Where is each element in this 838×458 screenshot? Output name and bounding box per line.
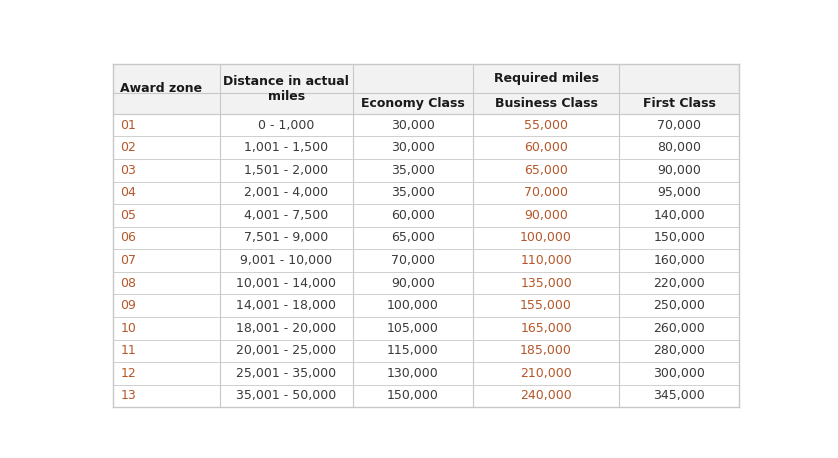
Text: 260,000: 260,000	[654, 322, 705, 335]
Bar	[353, 93, 473, 114]
Text: 20,001 - 25,000: 20,001 - 25,000	[236, 344, 336, 357]
Bar	[112, 114, 739, 136]
Text: 65,000: 65,000	[524, 164, 568, 177]
Text: 90,000: 90,000	[657, 164, 701, 177]
Text: 06: 06	[121, 231, 137, 245]
Text: 1,001 - 1,500: 1,001 - 1,500	[244, 141, 328, 154]
Text: 02: 02	[121, 141, 137, 154]
Text: 240,000: 240,000	[520, 389, 572, 403]
Bar	[112, 317, 739, 339]
Bar	[112, 204, 739, 227]
Text: 60,000: 60,000	[391, 209, 435, 222]
Bar	[353, 64, 739, 93]
Text: 160,000: 160,000	[654, 254, 705, 267]
Text: First Class: First Class	[643, 97, 716, 110]
Text: 13: 13	[121, 389, 136, 403]
Bar	[112, 181, 739, 204]
Text: Distance in actual
miles: Distance in actual miles	[224, 75, 349, 103]
Text: 2,001 - 4,000: 2,001 - 4,000	[244, 186, 328, 199]
Bar	[112, 136, 739, 159]
Bar	[112, 159, 739, 181]
Text: 155,000: 155,000	[520, 299, 572, 312]
Text: 30,000: 30,000	[391, 141, 435, 154]
Text: 185,000: 185,000	[520, 344, 572, 357]
Bar	[473, 93, 619, 114]
Text: 05: 05	[121, 209, 137, 222]
Text: 90,000: 90,000	[391, 277, 435, 289]
Bar	[112, 227, 739, 249]
Text: 35,001 - 50,000: 35,001 - 50,000	[236, 389, 336, 403]
Text: 55,000: 55,000	[524, 119, 568, 131]
Text: 12: 12	[121, 367, 136, 380]
Text: 65,000: 65,000	[391, 231, 435, 245]
Text: 07: 07	[121, 254, 137, 267]
Text: 35,000: 35,000	[391, 186, 435, 199]
Text: 1,501 - 2,000: 1,501 - 2,000	[244, 164, 328, 177]
Text: 60,000: 60,000	[524, 141, 568, 154]
Text: 250,000: 250,000	[654, 299, 705, 312]
Text: 300,000: 300,000	[654, 367, 705, 380]
Text: 14,001 - 18,000: 14,001 - 18,000	[236, 299, 336, 312]
Bar	[112, 362, 739, 385]
Text: 150,000: 150,000	[387, 389, 439, 403]
Text: Required miles: Required miles	[494, 72, 598, 85]
Text: 08: 08	[121, 277, 137, 289]
Bar	[112, 294, 739, 317]
Text: 100,000: 100,000	[387, 299, 439, 312]
Text: 01: 01	[121, 119, 137, 131]
Text: 0 - 1,000: 0 - 1,000	[258, 119, 314, 131]
Text: 100,000: 100,000	[520, 231, 572, 245]
Text: 25,001 - 35,000: 25,001 - 35,000	[236, 367, 336, 380]
Bar	[112, 249, 739, 272]
Text: 165,000: 165,000	[520, 322, 572, 335]
Text: 130,000: 130,000	[387, 367, 439, 380]
Bar	[112, 385, 739, 407]
Text: Economy Class: Economy Class	[361, 97, 465, 110]
Text: 70,000: 70,000	[657, 119, 701, 131]
Text: 110,000: 110,000	[520, 254, 572, 267]
Text: Business Class: Business Class	[494, 97, 597, 110]
Text: 30,000: 30,000	[391, 119, 435, 131]
Text: 115,000: 115,000	[387, 344, 439, 357]
Text: 70,000: 70,000	[391, 254, 435, 267]
Text: 95,000: 95,000	[657, 186, 701, 199]
Text: 7,501 - 9,000: 7,501 - 9,000	[244, 231, 328, 245]
Text: 03: 03	[121, 164, 137, 177]
Text: 4,001 - 7,500: 4,001 - 7,500	[244, 209, 328, 222]
Text: 135,000: 135,000	[520, 277, 572, 289]
Text: 04: 04	[121, 186, 137, 199]
Text: 90,000: 90,000	[524, 209, 568, 222]
Text: 280,000: 280,000	[654, 344, 705, 357]
Text: 80,000: 80,000	[657, 141, 701, 154]
Text: 210,000: 210,000	[520, 367, 572, 380]
Text: Award zone: Award zone	[121, 82, 203, 95]
Text: 9,001 - 10,000: 9,001 - 10,000	[241, 254, 333, 267]
Text: 150,000: 150,000	[654, 231, 705, 245]
Text: 345,000: 345,000	[654, 389, 705, 403]
Text: 10,001 - 14,000: 10,001 - 14,000	[236, 277, 336, 289]
Bar	[619, 93, 739, 114]
Bar	[112, 272, 739, 294]
Text: 70,000: 70,000	[524, 186, 568, 199]
Text: 105,000: 105,000	[387, 322, 439, 335]
Bar	[472, 65, 474, 92]
Bar	[112, 339, 739, 362]
Text: 18,001 - 20,000: 18,001 - 20,000	[236, 322, 336, 335]
Text: 220,000: 220,000	[654, 277, 705, 289]
Text: 140,000: 140,000	[654, 209, 705, 222]
Text: 09: 09	[121, 299, 137, 312]
Text: 11: 11	[121, 344, 136, 357]
Text: 35,000: 35,000	[391, 164, 435, 177]
Text: 10: 10	[121, 322, 137, 335]
Bar	[618, 65, 620, 92]
